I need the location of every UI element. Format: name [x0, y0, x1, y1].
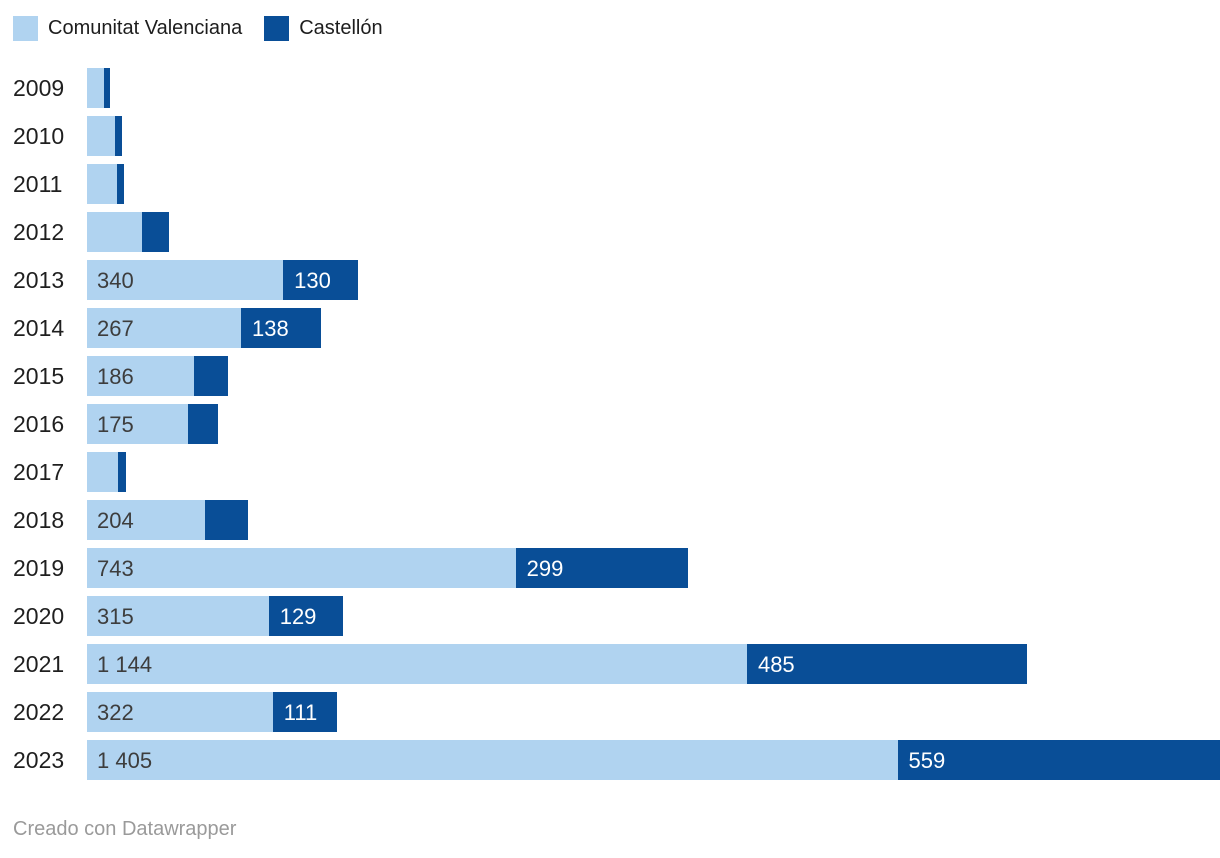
value-label-comunitat-valenciana: 340: [97, 268, 134, 293]
year-label: 2018: [13, 507, 65, 533]
year-label: 2010: [13, 123, 65, 149]
year-label: 2017: [13, 459, 65, 485]
value-label-castellon: 129: [279, 604, 317, 629]
legend: Comunitat Valenciana Castellón: [13, 15, 383, 41]
bar-row-2020: 2020 315 129: [0, 596, 1220, 636]
bar-row-2018: 2018 204: [0, 500, 1220, 540]
year-label: 2023: [13, 747, 65, 773]
value-label-castellon: 299: [526, 556, 564, 581]
bar-segment-comunitat-valenciana[interactable]: 743: [87, 548, 516, 588]
bar-segment-comunitat-valenciana[interactable]: 340: [87, 260, 284, 300]
bar-row-2009: 2009: [0, 68, 1220, 108]
plot-area: 2009 2010 2011 2012 2013 340 130 2014 267 138 2015…: [0, 68, 1220, 780]
bar-segment-castellon[interactable]: [118, 452, 126, 492]
bar-row-2017: 2017: [0, 452, 1220, 492]
value-label-comunitat-valenciana: 175: [97, 412, 134, 437]
bar-segment-castellon[interactable]: 111: [272, 692, 337, 732]
bar-segment-comunitat-valenciana[interactable]: 322: [87, 692, 273, 732]
bar-segment-comunitat-valenciana[interactable]: [87, 452, 119, 492]
bar-segment-comunitat-valenciana[interactable]: 1 405: [87, 740, 898, 780]
bar-segment-castellon[interactable]: [115, 116, 122, 156]
bar-row-2013: 2013 340 130: [0, 260, 1220, 300]
bar-row-2021: 2021 1 144 485: [0, 644, 1220, 684]
bar-row-2015: 2015 186: [0, 356, 1220, 396]
bar-row-2023: 2023 1 405 559: [0, 740, 1220, 780]
value-label-castellon: 559: [908, 748, 946, 773]
bar-row-2016: 2016 175: [0, 404, 1220, 444]
legend-label-castellon: Castellón: [299, 16, 383, 39]
attribution-link[interactable]: Creado con Datawrapper: [13, 818, 237, 840]
bar-segment-comunitat-valenciana[interactable]: [87, 212, 142, 252]
bar-row-2010: 2010: [0, 116, 1220, 156]
value-label-comunitat-valenciana: 186: [97, 364, 134, 389]
bar-segment-castellon[interactable]: 130: [283, 260, 359, 300]
year-label: 2014: [13, 315, 65, 341]
legend-swatch-comunitat-valenciana: [13, 15, 38, 41]
bar-segment-castellon[interactable]: 129: [268, 596, 344, 636]
bar-segment-castellon[interactable]: 299: [515, 548, 689, 588]
year-label: 2012: [13, 219, 65, 245]
year-label: 2022: [13, 699, 65, 725]
bar-segment-comunitat-valenciana[interactable]: [87, 116, 116, 156]
year-label: 2019: [13, 555, 65, 581]
bar-row-2014: 2014 267 138: [0, 308, 1220, 348]
year-label: 2016: [13, 411, 65, 437]
bar-segment-castellon[interactable]: [116, 164, 125, 204]
bar-segment-castellon[interactable]: [204, 500, 248, 540]
bar-row-2019: 2019 743 299: [0, 548, 1220, 588]
year-label: 2011: [13, 171, 63, 197]
year-label: 2015: [13, 363, 65, 389]
bar-segment-comunitat-valenciana[interactable]: 315: [87, 596, 269, 636]
year-label: 2020: [13, 603, 65, 629]
legend-swatch-castellon: [264, 15, 290, 41]
legend-label-comunitat-valenciana: Comunitat Valenciana: [48, 16, 243, 39]
bar-segment-castellon[interactable]: [104, 68, 111, 108]
bar-segment-comunitat-valenciana[interactable]: 175: [87, 404, 188, 444]
bar-segment-comunitat-valenciana[interactable]: 1 144: [87, 644, 747, 684]
value-label-comunitat-valenciana: 322: [97, 700, 134, 725]
value-label-castellon: 485: [757, 652, 795, 677]
year-label: 2009: [13, 75, 65, 101]
bar-segment-castellon[interactable]: 485: [746, 644, 1027, 684]
bar-segment-castellon[interactable]: [194, 356, 229, 396]
value-label-comunitat-valenciana: 267: [97, 316, 134, 341]
bar-row-2011: 2011: [0, 164, 1220, 204]
bar-segment-comunitat-valenciana[interactable]: [87, 68, 105, 108]
value-label-comunitat-valenciana: 204: [97, 508, 134, 533]
bar-segment-castellon[interactable]: [187, 404, 218, 444]
bar-segment-comunitat-valenciana[interactable]: [87, 164, 117, 204]
bar-segment-castellon[interactable]: [141, 212, 170, 252]
value-label-comunitat-valenciana: 315: [97, 604, 134, 629]
attribution: Creado con Datawrapper: [13, 818, 236, 841]
value-label-castellon: 130: [294, 268, 331, 293]
bar-segment-comunitat-valenciana[interactable]: 186: [87, 356, 195, 396]
bar-row-2022: 2022 322 111: [0, 692, 1220, 732]
value-label-comunitat-valenciana: 1 405: [97, 748, 153, 773]
year-label: 2021: [13, 651, 65, 677]
bar-segment-comunitat-valenciana[interactable]: 204: [87, 500, 205, 540]
year-label: 2013: [13, 267, 65, 293]
bar-segment-castellon[interactable]: 559: [897, 740, 1220, 780]
bar-segment-comunitat-valenciana[interactable]: 267: [87, 308, 242, 348]
bar-row-2012: 2012: [0, 212, 1220, 252]
value-label-castellon: 138: [252, 316, 289, 341]
value-label-comunitat-valenciana: 1 144: [97, 652, 153, 677]
bar-segment-castellon[interactable]: 138: [241, 308, 321, 348]
value-label-castellon: 111: [283, 700, 318, 725]
value-label-comunitat-valenciana: 743: [97, 556, 134, 581]
